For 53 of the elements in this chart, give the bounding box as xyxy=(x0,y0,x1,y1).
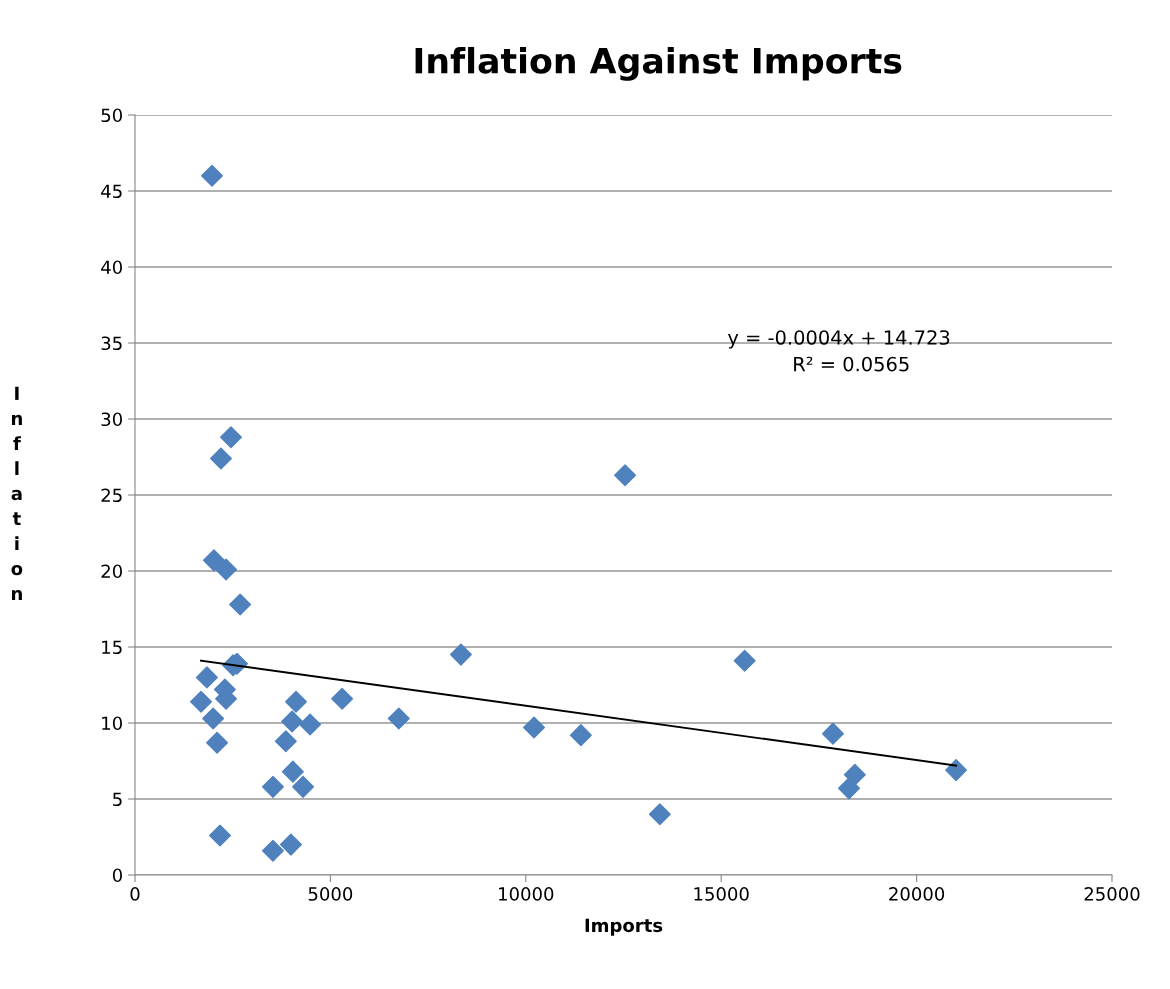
x-axis-title: Imports xyxy=(585,918,663,936)
point xyxy=(449,643,472,666)
point xyxy=(821,722,844,745)
annotation: y = -0.0004x + 14.723 xyxy=(727,330,950,349)
x-tick-label: 25000 xyxy=(1084,887,1140,901)
point xyxy=(281,710,304,733)
point xyxy=(215,558,238,581)
point xyxy=(274,730,297,753)
point xyxy=(209,824,231,847)
point xyxy=(279,833,302,856)
point xyxy=(200,164,223,187)
y-tick-label: 30 xyxy=(101,412,122,427)
y-tick-label: 15 xyxy=(102,640,122,655)
x-tick-label: 10000 xyxy=(499,887,554,901)
point xyxy=(202,549,225,572)
x-tick-label: 20000 xyxy=(889,887,945,901)
x-tick-label: 0 xyxy=(130,887,140,901)
point xyxy=(523,716,546,739)
point xyxy=(292,775,315,798)
point xyxy=(733,649,756,672)
point xyxy=(285,690,308,713)
point xyxy=(190,690,213,713)
point xyxy=(843,763,866,786)
point xyxy=(229,593,252,616)
point xyxy=(387,707,410,730)
y-tick-label: 35 xyxy=(101,336,122,351)
point xyxy=(648,803,671,826)
point xyxy=(614,464,637,487)
y-tick-label: 45 xyxy=(101,184,122,199)
y-tick-label: 50 xyxy=(101,108,122,123)
point xyxy=(331,687,354,710)
point xyxy=(202,707,225,730)
point xyxy=(945,759,968,782)
y-tick-label: 40 xyxy=(101,260,122,275)
y-tick-label: 25 xyxy=(101,488,122,503)
point xyxy=(569,724,592,747)
point xyxy=(281,760,304,783)
point xyxy=(261,839,284,862)
text: Inflation xyxy=(11,386,23,601)
y-tick-label: 0 xyxy=(112,868,122,883)
x-tick-label: 15000 xyxy=(694,887,749,901)
point xyxy=(299,713,322,736)
point xyxy=(219,426,242,449)
y-tick-label: 5 xyxy=(113,792,122,807)
point xyxy=(261,775,284,798)
point xyxy=(206,731,229,754)
point xyxy=(195,666,218,689)
chart-title: Inflation Against Imports xyxy=(415,46,902,81)
point xyxy=(209,447,232,470)
annotation: R² = 0.0565 xyxy=(794,356,909,372)
x-tick-label: 5000 xyxy=(308,887,353,901)
y-tick-label: 20 xyxy=(101,564,122,579)
y-tick-label: 10 xyxy=(102,716,122,731)
